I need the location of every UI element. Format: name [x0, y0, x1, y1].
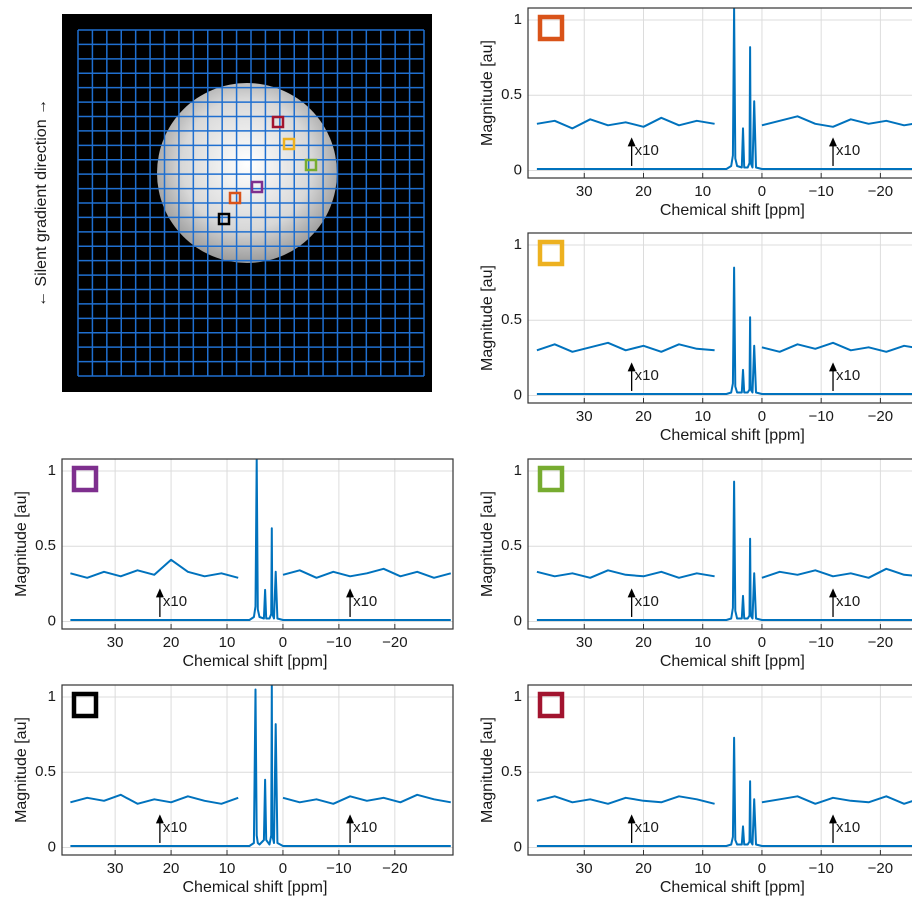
spectrum-line: [537, 343, 912, 352]
y-axis-label: Magnitude [au]: [479, 265, 496, 371]
x-tick-label: −10: [326, 634, 351, 651]
x-tick-label: −20: [868, 408, 893, 425]
spectrum-line: [537, 116, 912, 128]
x-tick-label: 30: [107, 860, 124, 877]
x-axis-label: Chemical shift [ppm]: [660, 202, 805, 219]
x-tick-label: 20: [163, 634, 180, 651]
x-tick-label: 20: [635, 634, 652, 651]
x-tick-label: 30: [107, 634, 124, 651]
y-axis-label: Magnitude [au]: [479, 717, 496, 823]
annotation-label: x10: [635, 819, 659, 836]
x-tick-label: 10: [694, 408, 711, 425]
x-tick-label: −10: [808, 860, 833, 877]
spectrum-line: [70, 560, 450, 578]
y-tick-label: 0: [48, 838, 56, 855]
image-panel: [62, 14, 432, 392]
y-tick-label: 0.5: [35, 763, 56, 780]
x-tick-label: 20: [635, 860, 652, 877]
x-tick-label: −10: [326, 860, 351, 877]
annotation-label: x10: [836, 593, 860, 610]
x-tick-label: 0: [758, 634, 766, 651]
x-tick-label: 0: [279, 634, 287, 651]
x-axis-label: Chemical shift [ppm]: [183, 653, 328, 670]
spectrum-line: [70, 795, 450, 804]
annotation-label: x10: [163, 593, 187, 610]
y-axis-label: Magnitude [au]: [479, 491, 496, 597]
x-tick-label: 30: [576, 860, 593, 877]
annotation-label: x10: [635, 367, 659, 384]
phantom: [157, 83, 337, 263]
x-tick-label: 0: [758, 408, 766, 425]
x-tick-label: 10: [694, 634, 711, 651]
spectrum-line: [70, 685, 450, 846]
annotation-label: x10: [635, 142, 659, 159]
x-tick-label: −20: [382, 634, 407, 651]
x-tick-label: −20: [868, 183, 893, 200]
y-tick-label: 0: [514, 612, 522, 629]
y-tick-label: 0: [514, 386, 522, 403]
x-tick-label: −10: [808, 408, 833, 425]
x-axis-label: Chemical shift [ppm]: [660, 653, 805, 670]
x-tick-label: 0: [758, 183, 766, 200]
x-tick-label: 20: [163, 860, 180, 877]
x-axis-label: Chemical shift [ppm]: [660, 879, 805, 896]
image-label: ← Silent gradient direction →: [33, 99, 50, 307]
annotation-label: x10: [163, 819, 187, 836]
y-tick-label: 1: [48, 462, 56, 479]
plot-area: [70, 685, 450, 846]
annotation-label: x10: [353, 593, 377, 610]
x-axis-label: Chemical shift [ppm]: [183, 879, 328, 896]
y-tick-label: 0.5: [501, 86, 522, 103]
x-tick-label: −10: [808, 183, 833, 200]
x-tick-label: −10: [808, 634, 833, 651]
y-axis-label: Magnitude [au]: [13, 717, 30, 823]
y-axis-label: Magnitude [au]: [13, 491, 30, 597]
x-axis-label: Chemical shift [ppm]: [660, 427, 805, 444]
x-tick-label: 0: [758, 860, 766, 877]
x-tick-label: 10: [694, 860, 711, 877]
x-tick-label: 10: [694, 183, 711, 200]
x-tick-label: 0: [279, 860, 287, 877]
y-tick-label: 0: [48, 612, 56, 629]
y-tick-label: 0: [514, 838, 522, 855]
x-tick-label: −20: [868, 634, 893, 651]
y-tick-label: 0.5: [501, 537, 522, 554]
y-tick-label: 1: [514, 236, 522, 253]
y-tick-label: 0: [514, 161, 522, 178]
x-tick-label: 30: [576, 634, 593, 651]
y-tick-label: 0.5: [501, 763, 522, 780]
x-tick-label: 10: [219, 634, 236, 651]
spectrum-line: [70, 459, 450, 620]
x-tick-label: −20: [868, 860, 893, 877]
x-tick-label: −20: [382, 860, 407, 877]
annotation-label: x10: [836, 142, 860, 159]
x-tick-label: 20: [635, 183, 652, 200]
x-tick-label: 10: [219, 860, 236, 877]
annotation-label: x10: [836, 367, 860, 384]
plot-area: [70, 459, 450, 620]
y-axis-label: Magnitude [au]: [479, 40, 496, 146]
x-tick-label: 30: [576, 408, 593, 425]
y-tick-label: 1: [514, 11, 522, 28]
x-tick-label: 30: [576, 183, 593, 200]
y-tick-label: 0.5: [35, 537, 56, 554]
y-tick-label: 1: [514, 688, 522, 705]
spectrum-line: [537, 569, 912, 578]
annotation-label: x10: [353, 819, 377, 836]
y-tick-label: 1: [514, 462, 522, 479]
figure: ← Silent gradient direction → 3020100−10…: [0, 0, 912, 906]
annotation-label: x10: [635, 593, 659, 610]
spectrum-line: [537, 796, 912, 804]
annotation-label: x10: [836, 819, 860, 836]
y-tick-label: 0.5: [501, 311, 522, 328]
x-tick-label: 20: [635, 408, 652, 425]
y-tick-label: 1: [48, 688, 56, 705]
